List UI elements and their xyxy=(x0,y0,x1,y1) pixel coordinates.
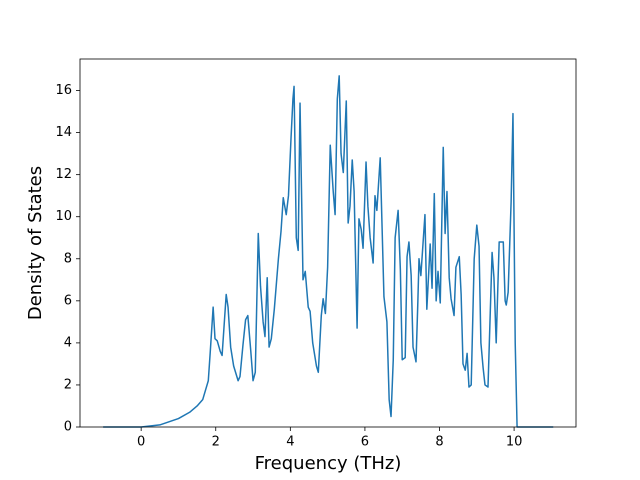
y-tick-label: 12 xyxy=(55,167,72,182)
y-tick-label: 14 xyxy=(55,125,72,140)
x-tick-label: 6 xyxy=(361,435,369,450)
y-tick-label: 8 xyxy=(64,251,72,266)
x-tick-label: 8 xyxy=(435,435,443,450)
y-tick-label: 2 xyxy=(64,377,72,392)
x-tick-label: 2 xyxy=(212,435,220,450)
data-line xyxy=(103,75,554,428)
y-tick-label: 4 xyxy=(64,335,72,350)
y-axis-label: Density of States xyxy=(25,166,46,320)
axes-frame xyxy=(79,58,577,428)
x-axis-label: Frequency (THz) xyxy=(255,453,402,474)
x-tick-label: 10 xyxy=(506,435,523,450)
y-tick-label: 10 xyxy=(55,209,72,224)
y-tick-label: 16 xyxy=(55,83,72,98)
x-tick-label: 4 xyxy=(286,435,294,450)
y-tick-label: 0 xyxy=(64,420,72,435)
y-tick-label: 6 xyxy=(64,293,72,308)
x-tick-label: 0 xyxy=(137,435,145,450)
